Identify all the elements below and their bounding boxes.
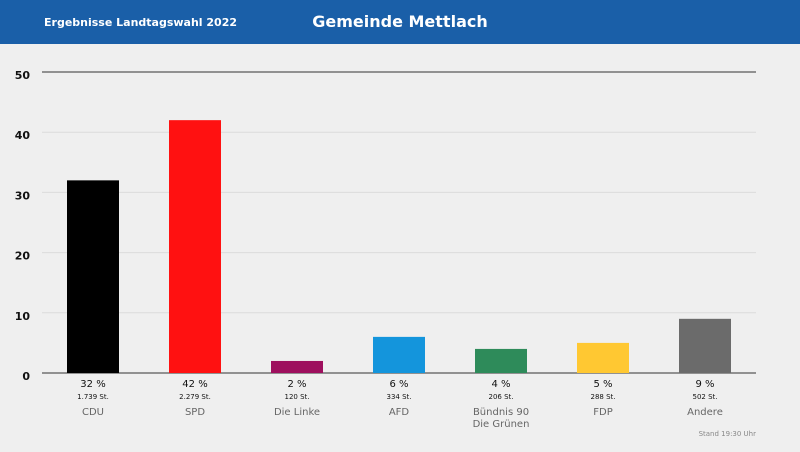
bar	[271, 360, 323, 373]
value-label: 5 %	[593, 379, 612, 390]
bar	[373, 336, 425, 373]
vote-label: 502 St.	[693, 393, 718, 401]
y-tick-label: 20	[15, 250, 31, 263]
y-tick-label: 40	[15, 129, 31, 142]
value-label: 42 %	[182, 379, 207, 390]
vote-label: 1.739 St.	[77, 393, 109, 401]
x-tick-label: CDU	[81, 407, 104, 418]
bar	[169, 120, 221, 373]
bar	[577, 342, 629, 373]
value-label: 2 %	[287, 379, 306, 390]
x-tick-label: SPD	[184, 407, 206, 418]
header: Ergebnisse Landtagswahl 2022 Gemeinde Me…	[0, 0, 800, 44]
y-tick-label: 0	[22, 370, 30, 383]
value-label: 9 %	[695, 379, 714, 390]
y-tick-label: 10	[15, 310, 31, 323]
x-tick-label: Andere	[687, 407, 723, 418]
x-tick-label: Bündnis 90 Die Grünen	[472, 407, 530, 430]
x-tick-label: AFD	[388, 407, 410, 418]
vote-label: 120 St.	[285, 393, 310, 401]
vote-label: 2.279 St.	[179, 393, 211, 401]
vote-label: 334 St.	[387, 393, 412, 401]
value-label: 32 %	[80, 379, 105, 390]
y-tick-label: 30	[15, 189, 31, 202]
vote-label: 288 St.	[591, 393, 616, 401]
bar	[67, 180, 119, 373]
bar	[475, 348, 527, 373]
footer-note: Stand 19:30 Uhr	[698, 430, 756, 438]
header-subtitle: Ergebnisse Landtagswahl 2022	[44, 16, 238, 29]
value-label: 4 %	[491, 379, 510, 390]
header-title: Gemeinde Mettlach	[312, 12, 488, 31]
y-tick-label: 50	[15, 69, 31, 82]
x-tick-label: FDP	[593, 407, 613, 418]
x-tick-label: Die Linke	[273, 407, 321, 418]
value-label: 6 %	[389, 379, 408, 390]
vote-label: 206 St.	[489, 393, 514, 401]
bar	[679, 318, 731, 373]
